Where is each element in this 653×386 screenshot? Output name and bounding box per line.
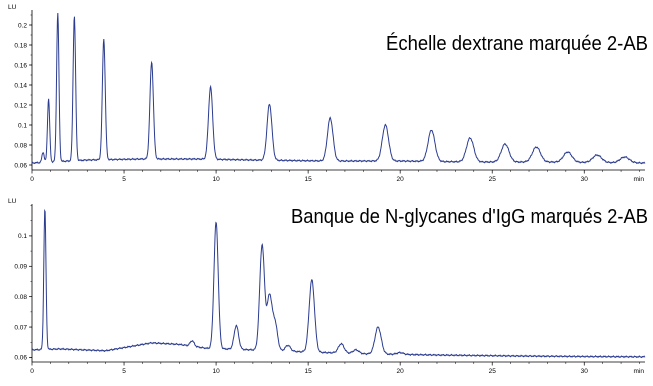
x-tick-label: 20	[397, 368, 405, 375]
x-tick-label: 20	[397, 176, 405, 183]
x-tick-label: 25	[489, 176, 497, 183]
x-tick-label: 0	[30, 368, 34, 375]
y-tick-label: 0.2	[18, 22, 27, 29]
chart-title: Banque de N-glycanes d'IgG marqués 2-AB	[291, 206, 648, 228]
y-tick-label: 0.06	[14, 355, 27, 362]
x-tick-label: 15	[305, 368, 313, 375]
x-tick-label: 30	[581, 176, 589, 183]
y-axis-unit-label: LU	[8, 4, 17, 11]
y-tick-label: 0.14	[14, 82, 27, 89]
y-tick-label: 0.08	[14, 142, 27, 149]
y-tick-label: 0.08	[14, 294, 27, 301]
y-tick-label: 0.07	[14, 324, 27, 331]
y-tick-label: 0.09	[14, 264, 27, 271]
chart-panel-1: LU 0.06 0.08 0.1 0.12 0.14 0.16 0.18 0.2 0 5 10 15 20…	[8, 4, 648, 183]
series-line	[32, 211, 645, 358]
y-axis-unit-label: LU	[8, 198, 17, 205]
x-tick-label: 10	[212, 176, 220, 183]
x-tick-label: 5	[122, 368, 126, 375]
x-tick-label: 15	[305, 176, 313, 183]
x-axis-unit-label: min	[634, 176, 645, 183]
y-tick-label: 0.18	[14, 42, 27, 49]
x-tick-label: 10	[212, 368, 220, 375]
x-tick-label: 0	[30, 176, 34, 183]
x-tick-label: 25	[489, 368, 497, 375]
y-tick-label: 0.16	[14, 62, 27, 69]
y-tick-label: 0.12	[14, 102, 27, 109]
x-tick-label: 5	[122, 176, 126, 183]
chart-title: Échelle dextrane marquée 2-AB	[386, 32, 648, 55]
chart-panel-2: LU 0.06 0.07 0.08 0.09 0.1 0 5 10 15 20 25 30 min Banq…	[8, 198, 648, 375]
x-axis-unit-label: min	[634, 368, 645, 375]
y-tick-label: 0.1	[18, 233, 27, 240]
y-tick-label: 0.1	[18, 122, 27, 129]
y-tick-label: 0.06	[14, 162, 27, 169]
x-tick-label: 30	[581, 368, 589, 375]
